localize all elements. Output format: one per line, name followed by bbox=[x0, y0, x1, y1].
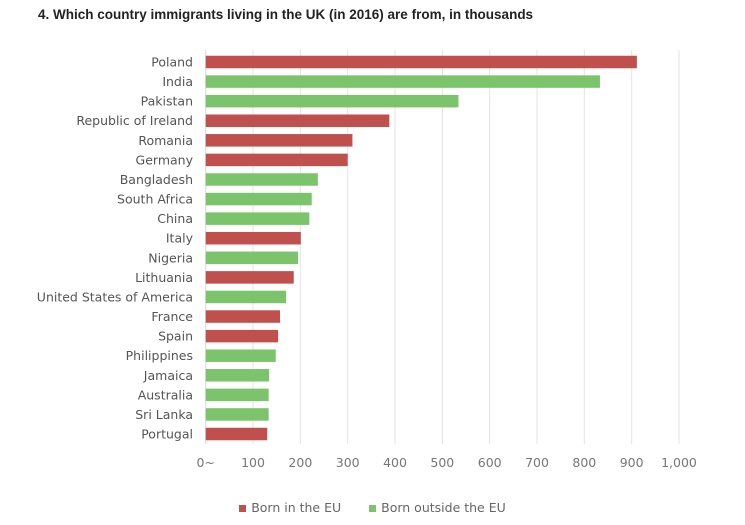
category-label: Nigeria bbox=[148, 250, 193, 265]
x-tick-label: 800 bbox=[572, 455, 596, 470]
bar-lithuania bbox=[205, 271, 294, 284]
x-tick-label: 600 bbox=[478, 455, 502, 470]
bar-france bbox=[205, 310, 281, 323]
category-label: Germany bbox=[136, 152, 194, 167]
category-label: Jamaica bbox=[143, 368, 193, 383]
category-label: Australia bbox=[138, 387, 193, 402]
category-label: Lithuania bbox=[135, 270, 193, 285]
x-tick-label: 900 bbox=[620, 455, 644, 470]
legend-label-eu: Born in the EU bbox=[251, 500, 342, 515]
category-label: India bbox=[162, 74, 193, 89]
bar-india bbox=[205, 75, 600, 88]
legend: Born in the EU Born outside the EU bbox=[0, 500, 745, 515]
x-tick-label: 500 bbox=[430, 455, 454, 470]
bar-nigeria bbox=[205, 251, 298, 265]
category-label: Philippines bbox=[126, 348, 193, 363]
legend-label-non-eu: Born outside the EU bbox=[381, 500, 506, 515]
category-label: Sri Lanka bbox=[135, 407, 193, 422]
legend-item-non-eu: Born outside the EU bbox=[369, 500, 506, 515]
category-label: South Africa bbox=[117, 192, 193, 207]
x-tick-label: 100 bbox=[241, 455, 265, 470]
chart-title: 4. Which country immigrants living in th… bbox=[38, 7, 534, 22]
x-tick-label: 1,000 bbox=[661, 455, 697, 470]
bar-romania bbox=[205, 134, 353, 147]
bar-pakistan bbox=[205, 94, 459, 108]
bar-bangladesh bbox=[205, 173, 318, 186]
category-label: Poland bbox=[151, 55, 193, 70]
x-tick-label: 200 bbox=[288, 455, 312, 470]
bar-germany bbox=[205, 153, 348, 167]
category-label: Republic of Ireland bbox=[76, 113, 193, 128]
legend-item-eu: Born in the EU bbox=[239, 500, 341, 515]
x-tick-label: 300 bbox=[336, 455, 360, 470]
bar-poland bbox=[205, 55, 637, 69]
bar-spain bbox=[205, 329, 279, 343]
bar-philippines bbox=[205, 349, 276, 362]
category-label: Bangladesh bbox=[120, 172, 193, 187]
category-label: Romania bbox=[138, 133, 193, 148]
category-label: United States of America bbox=[37, 289, 193, 304]
bar-republic-of-ireland bbox=[205, 114, 390, 127]
x-tick-label: 0~ bbox=[196, 455, 214, 470]
bar-portugal bbox=[205, 427, 268, 441]
category-label: Italy bbox=[166, 231, 194, 246]
x-tick-label: 400 bbox=[383, 455, 407, 470]
bar-australia bbox=[205, 388, 269, 402]
category-label: China bbox=[157, 211, 193, 226]
bar-chart: 0~ 100 200 300 400 500 600 700 800 900 1,000 Poland… bbox=[37, 50, 697, 470]
category-label: Spain bbox=[158, 329, 193, 344]
x-tick-label: 700 bbox=[525, 455, 549, 470]
bar-south-africa bbox=[205, 192, 312, 206]
bar-italy bbox=[205, 231, 301, 245]
category-label: Pakistan bbox=[141, 94, 193, 109]
legend-swatch-eu bbox=[239, 505, 247, 512]
bar-united-states-of-america bbox=[205, 290, 287, 304]
bar-sri-lanka bbox=[205, 408, 269, 421]
legend-swatch-non-eu bbox=[369, 505, 377, 512]
bar-china bbox=[205, 212, 310, 225]
category-label: Portugal bbox=[141, 427, 193, 442]
bar-jamaica bbox=[205, 369, 270, 382]
category-label: France bbox=[151, 309, 193, 324]
